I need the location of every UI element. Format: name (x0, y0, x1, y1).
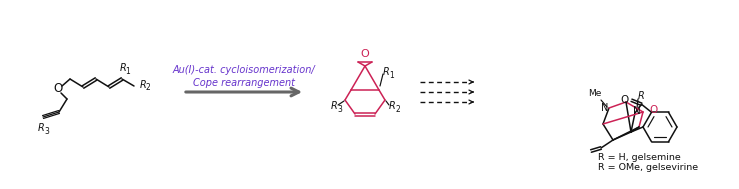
Text: R = H, gelsemine: R = H, gelsemine (598, 153, 681, 161)
Text: R: R (331, 101, 338, 111)
Text: R: R (383, 67, 389, 77)
Text: O: O (649, 105, 657, 115)
Text: R = OMe, gelsevirine: R = OMe, gelsevirine (598, 163, 698, 173)
Text: 1: 1 (389, 70, 394, 80)
Text: N: N (633, 106, 641, 116)
Text: 2: 2 (395, 105, 400, 114)
Text: 1: 1 (126, 67, 130, 75)
Text: O: O (361, 49, 370, 59)
Text: 2: 2 (146, 84, 151, 92)
Text: R: R (38, 123, 44, 133)
Text: R: R (638, 91, 644, 101)
Text: O: O (53, 83, 63, 95)
Text: Au(I)-cat. cycloisomerization/: Au(I)-cat. cycloisomerization/ (173, 65, 316, 75)
Text: Me: Me (588, 90, 602, 98)
Text: N: N (601, 103, 608, 113)
Text: Cope rearrangement: Cope rearrangement (193, 78, 295, 88)
Text: R: R (389, 101, 396, 111)
Text: 3: 3 (44, 126, 50, 136)
Text: 3: 3 (337, 105, 342, 114)
Text: R: R (140, 80, 147, 90)
Text: R: R (120, 63, 126, 73)
Text: O: O (620, 95, 629, 105)
